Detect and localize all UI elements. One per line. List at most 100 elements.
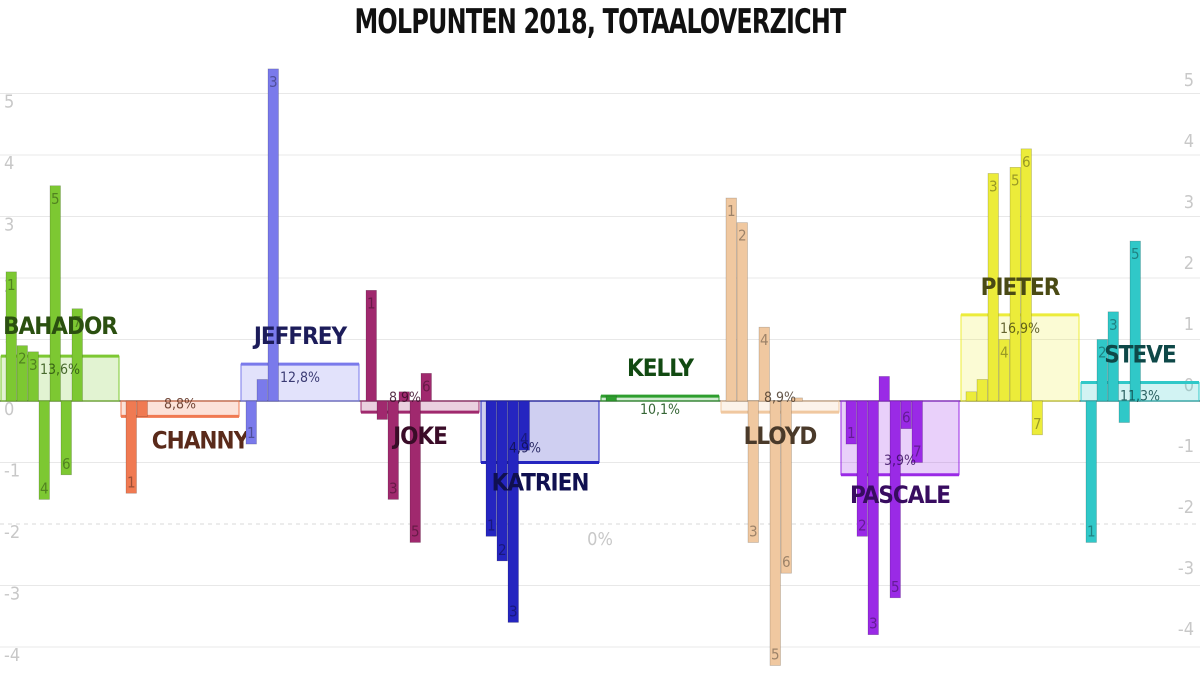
episode-bar [267, 68, 279, 402]
contestant-name: JOKE [391, 422, 447, 450]
episode-label: 6 [1022, 153, 1031, 171]
episode-label: 5 [411, 522, 420, 540]
episode-bar [780, 400, 792, 574]
episode-label: 1 [367, 294, 376, 312]
episode-label: 1 [7, 276, 16, 294]
episode-bar [5, 271, 17, 402]
episode-bar [49, 185, 61, 402]
episode-label: 6 [782, 553, 791, 571]
episode-bar [758, 326, 770, 402]
episode-bar [725, 197, 737, 402]
contestant-name: PASCALE [850, 481, 950, 509]
episode-label: 3 [29, 356, 38, 374]
episode-bar [365, 289, 377, 402]
episode-label: 1 [487, 516, 496, 534]
episode-bar [1020, 148, 1032, 402]
y-right-tick-label: 4 [1184, 131, 1194, 152]
episode-bar [1118, 400, 1130, 423]
episode-bar [987, 173, 999, 402]
episode-label: 7 [1033, 415, 1042, 433]
episode-bar [1009, 167, 1021, 402]
episode-label: 5 [1011, 171, 1020, 189]
episode-label: 2 [738, 227, 747, 245]
y-left-tick-label: 4 [4, 153, 14, 174]
y-right-tick-label: 0 [1184, 375, 1194, 396]
y-right-tick-label: 3 [1184, 192, 1194, 213]
episode-bar [485, 400, 497, 537]
contestant-name: JEFFREY [252, 322, 348, 350]
episode-bar [256, 379, 268, 402]
episode-bar [965, 391, 977, 402]
contestant-name: KELLY [627, 354, 694, 382]
episode-bar [27, 351, 39, 402]
episode-label: 1 [127, 473, 136, 491]
contestant-percent: 8,9% [764, 390, 796, 406]
episode-label: 1 [727, 202, 736, 220]
y-right-tick-label: 1 [1184, 314, 1194, 335]
y-left-tick-label: -2 [4, 522, 20, 543]
episode-bar [1096, 339, 1108, 402]
episode-bar [518, 400, 530, 451]
zero-percent-label: 0% [587, 529, 613, 550]
episode-bar [900, 400, 912, 429]
y-right-tick-label: -3 [1178, 558, 1194, 579]
episode-label: 2 [18, 350, 27, 368]
y-left-tick-label: 0 [4, 399, 14, 420]
contestant-percent: 16,9% [1000, 321, 1040, 337]
episode-label: 1 [247, 424, 256, 442]
contestant-name: PIETER [981, 273, 1061, 301]
y-right-tick-label: 5 [1184, 70, 1194, 91]
episode-label: 6 [902, 409, 911, 427]
contestant-percent: 11,3% [1120, 389, 1160, 405]
y-left-tick-label: 3 [4, 215, 14, 236]
episode-label: 5 [1131, 245, 1140, 263]
y-left-tick-label: -4 [4, 645, 20, 666]
episode-bar [16, 345, 28, 402]
episode-label: 3 [269, 73, 278, 91]
episode-bar [845, 400, 857, 445]
episode-bar [911, 400, 923, 463]
episode-label: 2 [1098, 344, 1107, 362]
episode-label: 3 [509, 602, 518, 620]
episode-bar [878, 376, 890, 402]
episode-label: 6 [422, 377, 431, 395]
episode-label: 5 [51, 190, 60, 208]
episode-bar [867, 400, 879, 635]
episode-bar [1107, 311, 1119, 402]
episode-bar [976, 379, 988, 402]
contestant-percent: 12,8% [280, 370, 320, 386]
contestant-name: CHANNY [152, 426, 250, 454]
episode-bar [605, 395, 617, 402]
contestant-name: BAHADOR [3, 312, 118, 340]
episode-bar [998, 339, 1010, 402]
episode-bar [38, 400, 50, 500]
episode-bar [769, 400, 781, 666]
contestant-percent: 3,9% [884, 453, 916, 469]
episode-bar [420, 373, 432, 402]
episode-label: 2 [498, 541, 507, 559]
contestant-percent: 10,1% [640, 402, 680, 418]
episode-bar [136, 400, 148, 417]
episode-bar [889, 400, 901, 599]
episode-label: 3 [869, 615, 878, 633]
y-right-tick-label: -1 [1178, 436, 1194, 457]
episode-label: 3 [749, 522, 758, 540]
episode-label: 5 [771, 645, 780, 663]
contestant-name: STEVE [1104, 341, 1176, 369]
episode-label: 5 [891, 578, 900, 596]
episode-label: 3 [389, 479, 398, 497]
episode-label: 4 [1000, 344, 1009, 362]
episode-bar [398, 391, 410, 402]
contestant-name: KATRIEN [492, 469, 589, 497]
episode-label: 4 [520, 430, 529, 448]
episode-bar [791, 397, 803, 402]
episode-bar [1085, 400, 1097, 543]
y-left-tick-label: 5 [4, 92, 14, 113]
episode-bar [1129, 240, 1141, 402]
episode-bar [71, 308, 83, 402]
contestant-percent: 13,6% [40, 362, 80, 378]
contestant-name: LLOYD [744, 422, 817, 450]
episode-bar [856, 400, 868, 537]
episode-bar [507, 400, 519, 623]
